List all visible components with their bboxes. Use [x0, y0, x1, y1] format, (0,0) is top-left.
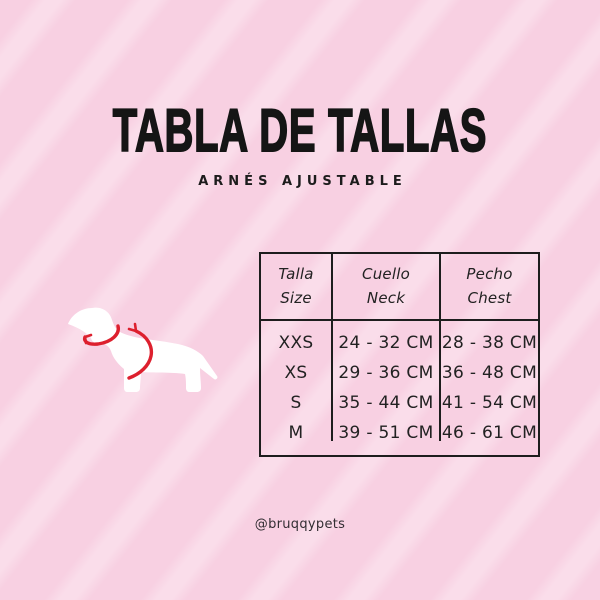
chest-measure-arrowhead [127, 322, 138, 333]
dachshund-measurement-illustration [68, 307, 218, 392]
row-s-chest: 41 - 54 CM [441, 392, 538, 413]
chest-measure-loop [127, 329, 154, 380]
col-header-size-es: Talla [278, 265, 314, 284]
row-m-size: M [261, 411, 333, 443]
row-m-neck: 39 - 51 CM [333, 411, 441, 443]
measurement-loops [82, 322, 154, 380]
page-title: TABLA DE TALLAS [0, 97, 600, 165]
col-header-neck-en: Neck [366, 288, 406, 307]
col-header-size-en: Size [280, 288, 312, 307]
col-header-chest-es: Pecho [466, 265, 513, 284]
row-xxs-chest: 28 - 38 CM [441, 332, 538, 353]
neck-measure-arrowhead [83, 333, 93, 345]
row-xxs-size: XXS [261, 321, 333, 353]
row-s-size: S [261, 381, 333, 413]
brand-handle: @bruqqypets [254, 517, 346, 532]
col-header-neck-es: Cuello [362, 265, 410, 284]
row-xxs-neck: 24 - 32 CM [333, 321, 441, 353]
dog-silhouette [68, 307, 218, 392]
col-header-chest: Pecho Chest [441, 254, 538, 321]
row-m-chest: 46 - 61 CM [441, 422, 538, 443]
row-xs-size: XS [261, 351, 333, 383]
col-header-size: Talla Size [261, 254, 333, 321]
row-s-neck: 35 - 44 CM [333, 381, 441, 413]
row-xs-neck: 29 - 36 CM [333, 351, 441, 383]
page-subtitle: ARNÉS AJUSTABLE [198, 174, 407, 189]
col-header-chest-en: Chest [467, 288, 512, 307]
row-xs-chest: 36 - 48 CM [441, 362, 538, 383]
page-title-text: TABLA DE TALLAS [112, 97, 488, 165]
col-header-neck: Cuello Neck [333, 254, 441, 321]
size-table: Talla Size Cuello Neck Pecho Chest XXS 2… [259, 252, 540, 457]
